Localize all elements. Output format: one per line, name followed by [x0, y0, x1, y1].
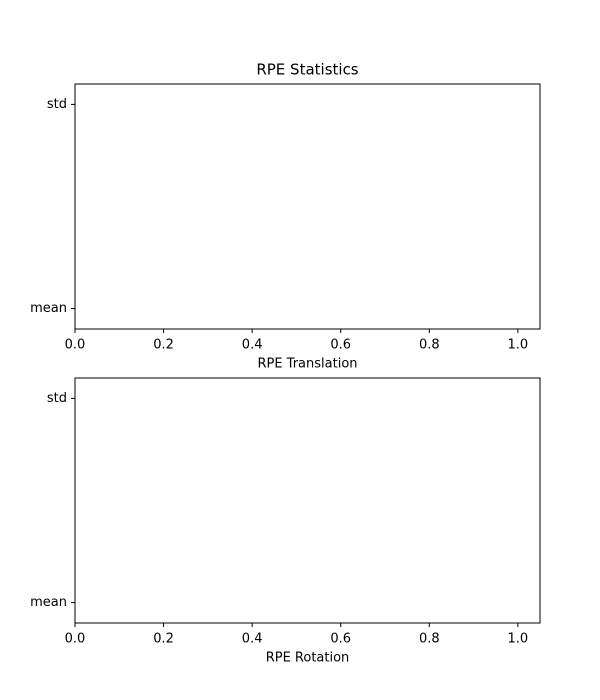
y-tick-label: mean — [30, 595, 67, 610]
chart-title: RPE Statistics — [256, 61, 358, 79]
x-axis-label: RPE Translation — [257, 357, 357, 372]
x-tick-label: 0.8 — [419, 632, 440, 647]
x-tick-label: 0.4 — [242, 632, 263, 647]
x-tick-label: 0.0 — [65, 338, 86, 353]
x-tick-label: 0.2 — [153, 338, 174, 353]
x-tick-label: 1.0 — [508, 338, 529, 353]
x-tick-label: 0.6 — [330, 632, 351, 647]
y-tick-label: mean — [30, 301, 67, 316]
y-tick-label: std — [47, 97, 67, 112]
x-tick-label: 0.4 — [242, 338, 263, 353]
x-tick-label: 0.0 — [65, 632, 86, 647]
x-tick-label: 0.8 — [419, 338, 440, 353]
x-tick-label: 1.0 — [508, 632, 529, 647]
plot-frame — [74, 83, 541, 330]
x-tick-label: 0.2 — [153, 632, 174, 647]
y-tick-label: std — [47, 391, 67, 406]
x-axis-label: RPE Rotation — [266, 651, 350, 666]
plot-frame — [74, 377, 541, 624]
x-tick-label: 0.6 — [330, 338, 351, 353]
